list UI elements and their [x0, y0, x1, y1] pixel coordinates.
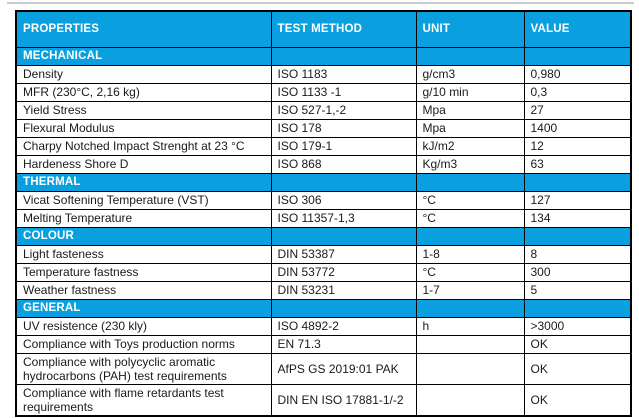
test-method-cell: ISO 868	[270, 154, 417, 174]
test-method-cell: DIN EN ISO 17881-1/-2	[270, 383, 417, 416]
test-method-cell: ISO 1133 -1	[270, 82, 417, 102]
value-cell: 134	[523, 208, 632, 228]
table-row: Flexural Modulus ISO 178 Mpa 1400	[15, 118, 632, 138]
section-label: GENERAL	[15, 298, 272, 318]
column-header-value: VALUE	[523, 10, 632, 48]
value-cell: 63	[523, 154, 632, 174]
test-method-cell: ISO 1183	[270, 64, 417, 84]
property-cell: Vicat Softening Temperature (VST)	[15, 190, 272, 210]
table-row: Weather fastness DIN 53231 1-7 5	[15, 280, 632, 300]
property-cell: Melting Temperature	[15, 208, 272, 228]
unit-cell: °C	[415, 262, 525, 282]
section-row-mechanical: MECHANICAL	[15, 46, 632, 66]
column-header-test-method: TEST METHOD	[270, 10, 417, 48]
section-label: THERMAL	[15, 172, 272, 192]
table-row: Compliance with polycyclic aromatic hydr…	[15, 352, 632, 385]
property-cell: Flexural Modulus	[15, 118, 272, 138]
unit-cell: °C	[415, 208, 525, 228]
unit-cell	[415, 352, 525, 385]
test-method-cell: DIN 53772	[270, 262, 417, 282]
property-cell: Compliance with flame retardants test re…	[15, 383, 272, 416]
column-header-unit: UNIT	[415, 10, 525, 48]
unit-cell	[415, 334, 525, 354]
test-method-cell: DIN 53231	[270, 280, 417, 300]
property-cell: Yield Stress	[15, 100, 272, 120]
table-header-row: PROPERTIES TEST METHOD UNIT VALUE	[15, 10, 632, 48]
unit-cell: Mpa	[415, 100, 525, 120]
table-row: Yield Stress ISO 527-1,-2 Mpa 27	[15, 100, 632, 120]
test-method-cell: ISO 527-1,-2	[270, 100, 417, 120]
unit-cell: Mpa	[415, 118, 525, 138]
value-cell: 0,980	[523, 64, 632, 84]
property-cell: Light fasteness	[15, 244, 272, 264]
property-cell: MFR (230°C, 2,16 kg)	[15, 82, 272, 102]
table-row: Compliance with flame retardants test re…	[15, 383, 632, 416]
unit-cell: 1-8	[415, 244, 525, 264]
value-cell: OK	[523, 383, 632, 416]
properties-datasheet-table: PROPERTIES TEST METHOD UNIT VALUE MECHAN…	[15, 10, 632, 417]
test-method-cell: ISO 179-1	[270, 136, 417, 156]
value-cell: 5	[523, 280, 632, 300]
unit-cell: kJ/m2	[415, 136, 525, 156]
section-row-colour: COLOUR	[15, 226, 632, 246]
section-label: MECHANICAL	[15, 46, 272, 66]
table-row: Temperature fastness DIN 53772 °C 300	[15, 262, 632, 282]
value-cell: 300	[523, 262, 632, 282]
test-method-cell: ISO 178	[270, 118, 417, 138]
value-cell: >3000	[523, 316, 632, 336]
property-cell: Weather fastness	[15, 280, 272, 300]
property-cell: Charpy Notched Impact Strenght at 23 °C	[15, 136, 272, 156]
test-method-cell: ISO 4892-2	[270, 316, 417, 336]
property-cell: Density	[15, 64, 272, 84]
property-cell: Compliance with Toys production norms	[15, 334, 272, 354]
unit-cell: g/cm3	[415, 64, 525, 84]
section-row-general: GENERAL	[15, 298, 632, 318]
property-cell: UV resistence (230 kly)	[15, 316, 272, 336]
unit-cell: g/10 min	[415, 82, 525, 102]
section-label: COLOUR	[15, 226, 272, 246]
table-row: Vicat Softening Temperature (VST) ISO 30…	[15, 190, 632, 210]
unit-cell: °C	[415, 190, 525, 210]
column-header-properties: PROPERTIES	[15, 10, 272, 48]
value-cell: 27	[523, 100, 632, 120]
property-cell: Temperature fastness	[15, 262, 272, 282]
unit-cell: 1-7	[415, 280, 525, 300]
table-row: Melting Temperature ISO 11357-1,3 °C 134	[15, 208, 632, 228]
value-cell: 8	[523, 244, 632, 264]
section-row-thermal: THERMAL	[15, 172, 632, 192]
table-row: Compliance with Toys production norms EN…	[15, 334, 632, 354]
value-cell: OK	[523, 334, 632, 354]
value-cell: 1400	[523, 118, 632, 138]
page-top-divider	[7, 2, 634, 4]
property-cell: Hardeness Shore D	[15, 154, 272, 174]
test-method-cell: ISO 306	[270, 190, 417, 210]
value-cell: OK	[523, 352, 632, 385]
value-cell: 12	[523, 136, 632, 156]
unit-cell	[415, 383, 525, 416]
test-method-cell: AfPS GS 2019:01 PAK	[270, 352, 417, 385]
test-method-cell: DIN 53387	[270, 244, 417, 264]
test-method-cell: EN 71.3	[270, 334, 417, 354]
table-row: UV resistence (230 kly) ISO 4892-2 h >30…	[15, 316, 632, 336]
table-row: MFR (230°C, 2,16 kg) ISO 1133 -1 g/10 mi…	[15, 82, 632, 102]
table-row: Charpy Notched Impact Strenght at 23 °C …	[15, 136, 632, 156]
unit-cell: h	[415, 316, 525, 336]
table-row: Light fasteness DIN 53387 1-8 8	[15, 244, 632, 264]
property-cell: Compliance with polycyclic aromatic hydr…	[15, 352, 272, 385]
value-cell: 127	[523, 190, 632, 210]
table-row: Hardeness Shore D ISO 868 Kg/m3 63	[15, 154, 632, 174]
table-row: Density ISO 1183 g/cm3 0,980	[15, 64, 632, 84]
value-cell: 0,3	[523, 82, 632, 102]
unit-cell: Kg/m3	[415, 154, 525, 174]
test-method-cell: ISO 11357-1,3	[270, 208, 417, 228]
